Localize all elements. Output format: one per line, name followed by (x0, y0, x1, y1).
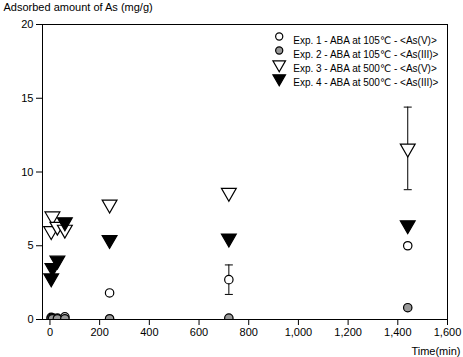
svg-text:400: 400 (140, 326, 158, 338)
svg-text:800: 800 (240, 326, 258, 338)
svg-text:1,000: 1,000 (285, 326, 313, 338)
svg-text:Exp. 1 - ABA at 105℃ - <As(V)>: Exp. 1 - ABA at 105℃ - <As(V)> (293, 35, 437, 46)
svg-text:200: 200 (90, 326, 108, 338)
svg-text:Exp. 3 - ABA at 500℃ - <As(V)>: Exp. 3 - ABA at 500℃ - <As(V)> (293, 63, 437, 74)
svg-text:1,600: 1,600 (434, 326, 462, 338)
svg-text:Time(min): Time(min) (411, 345, 460, 357)
svg-text:15: 15 (21, 92, 33, 104)
svg-text:1,200: 1,200 (334, 326, 362, 338)
svg-text:Exp. 4 - ABA at 500℃ - <As(III: Exp. 4 - ABA at 500℃ - <As(III)> (293, 77, 438, 88)
svg-text:Exp. 2 - ABA at 105℃ - <As(III: Exp. 2 - ABA at 105℃ - <As(III)> (293, 49, 438, 60)
svg-text:0: 0 (47, 326, 53, 338)
svg-text:1,400: 1,400 (384, 326, 412, 338)
svg-text:10: 10 (21, 166, 33, 178)
svg-text:5: 5 (27, 239, 33, 251)
svg-text:20: 20 (21, 18, 33, 30)
svg-text:0: 0 (27, 313, 33, 325)
svg-text:600: 600 (190, 326, 208, 338)
svg-text:Adsorbed amount of As (mg/g): Adsorbed amount of As (mg/g) (4, 1, 153, 13)
